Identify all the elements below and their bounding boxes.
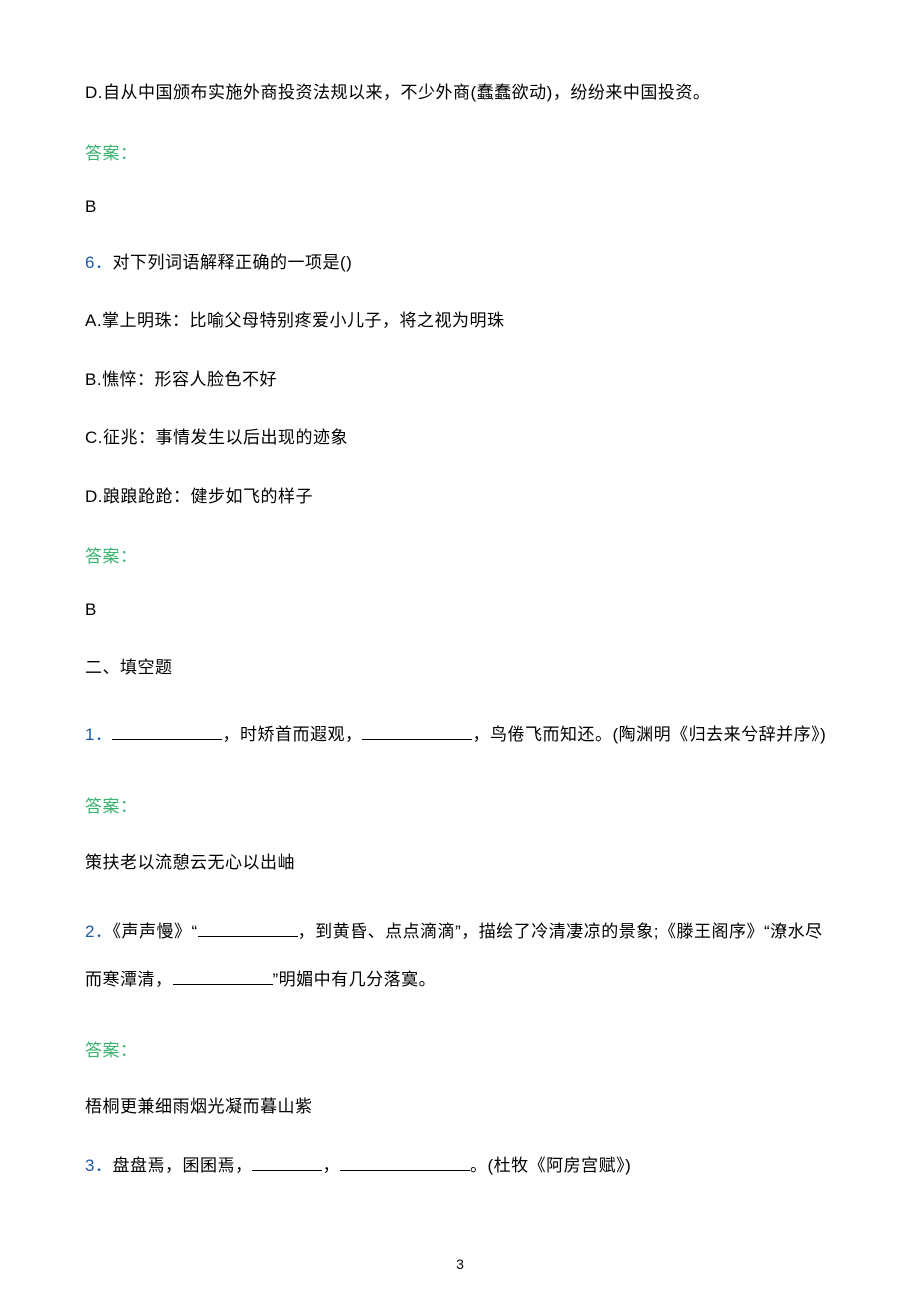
q6-stem: 6．对下列词语解释正确的一项是(): [85, 250, 835, 276]
fill2-number: 2．: [85, 922, 112, 941]
fill2-blank2: [173, 968, 273, 985]
fill1-number: 1．: [85, 725, 112, 744]
fill1-stem: 1． ，时矫首而遐观， ，鸟倦飞而知还。(陶渊明《归去来兮辞并序》): [85, 711, 835, 759]
fill2-part3: ”明媚中有几分落寞。: [273, 970, 437, 989]
section-2-title: 二、填空题: [85, 653, 835, 678]
q6-answer-label: 答案：: [85, 542, 835, 567]
fill1-part2: ，鸟倦飞而知还。(陶渊明《归去来兮辞并序》): [472, 725, 826, 744]
fill3-part1: 盘盘焉，囷囷焉，: [112, 1156, 252, 1175]
fill3-part2: ，: [322, 1156, 340, 1175]
fill2-answer-value: 梧桐更兼细雨烟光凝而暮山紫: [85, 1094, 835, 1120]
fill1-part1: ，时矫首而遐观，: [222, 725, 362, 744]
fill1-blank1: [112, 723, 222, 740]
q5-answer-label: 答案：: [85, 139, 835, 164]
fill2-stem: 2．《声声慢》“，到黄昏、点点滴滴”，描绘了冷清凄凉的景象;《滕王阁序》“潦水尽…: [85, 908, 835, 1003]
page-number: 3: [456, 1256, 464, 1272]
q6-option-a: A.掌上明珠：比喻父母特别疼爱小儿子，将之视为明珠: [85, 308, 835, 334]
q6-option-c: C.征兆：事情发生以后出现的迹象: [85, 425, 835, 451]
fill3-blank2: [340, 1154, 470, 1171]
fill1-blank2: [362, 723, 472, 740]
q6-stem-text: 对下列词语解释正确的一项是(): [112, 253, 352, 272]
fill3-stem: 3．盘盘焉，囷囷焉， ， 。(杜牧《阿房宫赋》): [85, 1153, 835, 1179]
q6-option-b: B.憔悴：形容人脸色不好: [85, 367, 835, 393]
q6-option-d: D.踉踉跄跄：健步如飞的样子: [85, 484, 835, 510]
fill1-answer-value: 策扶老以流憩云无心以出岫: [85, 850, 835, 876]
q5-option-d: D.自从中国颁布实施外商投资法规以来，不少外商(蠢蠢欲动)，纷纷来中国投资。: [85, 80, 835, 106]
fill3-part3: 。(杜牧《阿房宫赋》): [470, 1156, 631, 1175]
fill2-blank1: [198, 920, 298, 937]
q5-answer-value: B: [85, 197, 835, 217]
fill1-answer-label: 答案：: [85, 792, 835, 817]
q6-answer-value: B: [85, 600, 835, 620]
fill2-answer-label: 答案：: [85, 1036, 835, 1061]
fill3-number: 3．: [85, 1156, 112, 1175]
q6-number: 6．: [85, 253, 112, 272]
fill2-part1: 《声声慢》“: [112, 922, 197, 941]
fill3-blank1: [252, 1154, 322, 1171]
